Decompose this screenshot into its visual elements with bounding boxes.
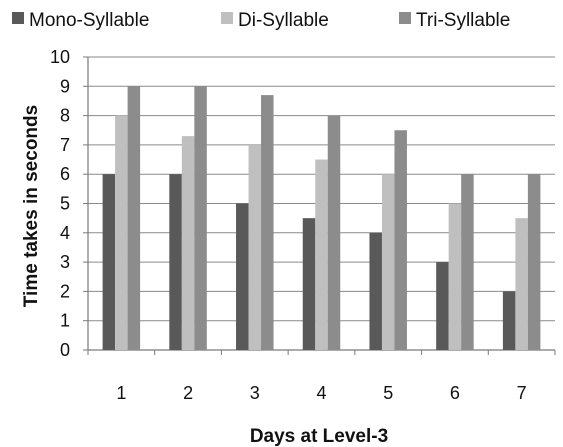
legend-swatch-tri-syllable [399,12,411,24]
x-tick-label: 6 [450,383,460,403]
legend-label-tri-syllable: Tri-Syllable [416,10,510,31]
bar-mono-syllable-day-5 [369,232,382,350]
bar-mono-syllable-day-7 [502,291,516,350]
tick-labels: 0 1 2 3 4 5 6 7 8 9 10 1 2 3 4 5 6 7 [50,47,527,403]
bar-tri-syllable-day-4 [327,115,341,350]
y-tick-label: 9 [60,76,70,96]
y-tick-label: 2 [60,281,70,301]
bar-tri-syllable-day-6 [461,174,474,350]
y-tick-label: 4 [60,223,70,243]
bar-tri-syllable-day-5 [394,130,407,350]
x-tick-label: 1 [116,383,126,403]
y-tick-label: 7 [60,135,70,155]
y-tick-label: 3 [60,252,70,272]
bar-di-syllable-day-4 [315,159,328,350]
y-tick-label: 6 [60,164,70,184]
y-tick-label: 0 [60,340,70,360]
bar-mono-syllable-day-4 [302,218,316,350]
y-tick-label: 8 [60,106,70,126]
bars [102,86,541,351]
legend-label-di-syllable: Di-Syllable [238,10,329,31]
legend-swatch-mono-syllable [12,12,24,24]
y-tick-label: 10 [50,47,70,67]
bar-di-syllable-day-2 [181,136,195,350]
bar-di-syllable-day-7 [515,218,528,350]
bar-tri-syllable-day-2 [194,86,207,351]
x-tick-label: 2 [183,383,193,403]
x-tick-label: 3 [250,383,260,403]
bar-mono-syllable-day-3 [236,203,249,350]
x-tick-label: 4 [316,383,326,403]
legend-label-mono-syllable: Mono-Syllable [29,10,149,31]
bar-tri-syllable-day-1 [127,86,141,351]
bar-mono-syllable-day-6 [436,262,449,350]
x-tick-label: 7 [517,383,527,403]
bar-tri-syllable-day-7 [527,174,541,350]
bar-di-syllable-day-6 [448,203,462,350]
bar-di-syllable-day-1 [115,115,128,350]
x-axis-title: Days at Level-3 [250,426,388,447]
bar-di-syllable-day-3 [248,144,262,350]
bar-di-syllable-day-5 [381,174,395,350]
legend: Mono-Syllable Di-Syllable Tri-Syllable [12,10,510,31]
bar-tri-syllable-day-3 [261,95,274,350]
x-tick-label: 5 [383,383,393,403]
y-tick-label: 1 [60,311,70,331]
y-axis-title: Time takes in seconds [21,105,42,307]
bar-mono-syllable-day-2 [169,174,182,350]
bar-mono-syllable-day-1 [102,174,116,350]
y-tick-label: 5 [60,194,70,214]
legend-swatch-di-syllable [221,12,233,24]
